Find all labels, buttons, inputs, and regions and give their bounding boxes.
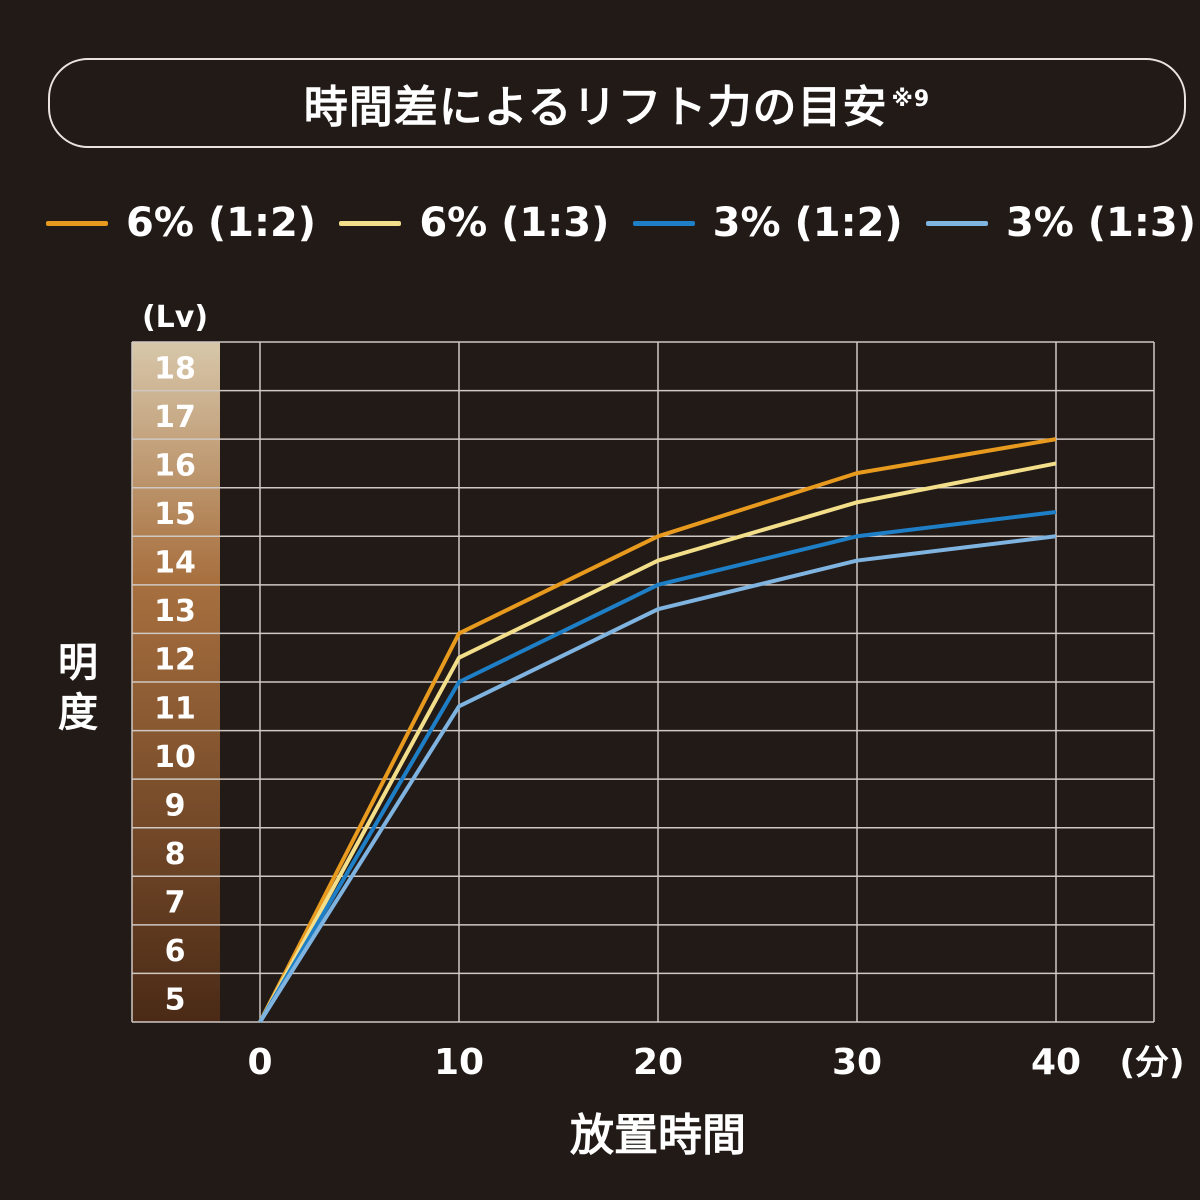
series-line-4 (258, 534, 1057, 1024)
y-axis-label-char: 度 (58, 690, 98, 736)
legend-swatch (632, 220, 695, 226)
y-tick-label: 18 (154, 351, 196, 386)
x-tick-label: 40 (1031, 1042, 1081, 1083)
title-footnote-mark: ※9 (891, 87, 931, 113)
x-tick-label: 20 (633, 1042, 683, 1083)
y-tick-label: 10 (154, 740, 196, 775)
y-tick-label: 12 (154, 643, 196, 678)
series-line-3 (258, 510, 1057, 1024)
y-tick-label: 8 (165, 837, 186, 872)
y-axis-unit: (Lv) (142, 300, 208, 335)
legend-swatch (339, 220, 402, 226)
legend-label: 3% (1:2) (712, 200, 903, 246)
y-axis-label-char: 明 (58, 640, 98, 686)
y-tick-label: 11 (154, 691, 196, 726)
y-tick-label: 16 (154, 448, 196, 483)
legend-swatch (925, 220, 988, 226)
legend-item-3pct-1-3: 3% (1:3) (925, 200, 1196, 246)
chart-title-text: 時間差によるリフト力の目安 (303, 82, 888, 133)
legend-item-6pct-1-3: 6% (1:3) (339, 200, 609, 246)
x-tick-label: 0 (247, 1042, 272, 1083)
y-tick-label: 17 (154, 400, 196, 435)
series-line-2 (258, 461, 1057, 1023)
x-tick-label: 30 (832, 1042, 882, 1083)
legend-label: 3% (1:3) (1005, 200, 1196, 246)
legend-item-6pct-1-2: 6% (1:2) (46, 200, 316, 246)
x-axis-label: 放置時間 (570, 1110, 746, 1161)
x-tick-label: 10 (434, 1042, 484, 1083)
series-line-1 (258, 437, 1057, 1023)
chart-title-box: 時間差によるリフト力の目安 ※9 (48, 58, 1186, 148)
legend-label: 6% (1:3) (419, 200, 610, 246)
y-axis-label: 明 度 (58, 640, 98, 736)
legend-label: 6% (1:2) (126, 200, 317, 246)
x-axis-unit: (分) (1119, 1043, 1184, 1083)
y-tick-label: 9 (165, 788, 186, 823)
y-tick-label: 5 (165, 983, 186, 1018)
y-tick-label: 6 (165, 934, 186, 969)
chart-title: 時間差によるリフト力の目安 ※9 (304, 71, 930, 135)
y-tick-label: 13 (154, 594, 196, 629)
y-tick-label: 14 (154, 546, 196, 581)
legend: 6% (1:2) 6% (1:3) 3% (1:2) 3% (1:3) (46, 188, 1196, 258)
y-tick-label: 15 (154, 497, 196, 532)
legend-item-3pct-1-2: 3% (1:2) (632, 200, 903, 246)
legend-swatch (46, 220, 108, 226)
y-tick-label: 7 (165, 886, 186, 921)
